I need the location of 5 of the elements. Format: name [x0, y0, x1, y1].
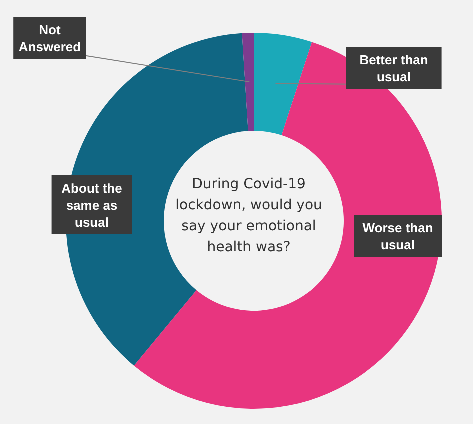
slice-label: Worse than usual [362, 220, 434, 252]
slice-label: Not Answered [18, 22, 82, 54]
slice-label: Better than usual [360, 52, 428, 84]
text: During Covid-19 lockdown, would you say your emotional health was? [176, 176, 322, 256]
slice-label: About the same as usual [62, 180, 122, 230]
